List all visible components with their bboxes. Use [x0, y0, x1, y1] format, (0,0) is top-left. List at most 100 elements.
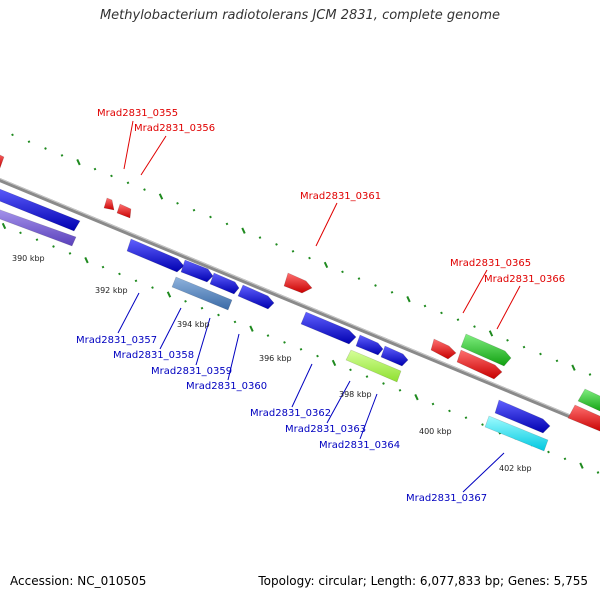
tick-label-390: 390 kbp	[12, 254, 45, 263]
gc-dot	[126, 181, 130, 185]
gc-dot	[241, 227, 246, 234]
topology-text: Topology: circular; Length: 6,077,833 bp…	[258, 574, 588, 588]
gc-dot	[283, 341, 286, 344]
gene-arrow-0362	[300, 311, 357, 345]
gc-dot	[341, 270, 344, 274]
gc-dot	[316, 354, 319, 358]
gene-arrow-0356	[116, 203, 132, 219]
leader-lines-bottom	[117, 292, 505, 493]
gc-dot	[76, 159, 81, 166]
gc-dot	[414, 394, 419, 401]
gene-arrow-0360	[237, 284, 275, 310]
gc-dot	[27, 140, 31, 144]
tick-label-392: 392 kbp	[95, 286, 128, 295]
gc-dot	[60, 154, 64, 157]
gc-track-upper	[11, 133, 592, 376]
gene-arrow-left-partial-red	[0, 154, 5, 169]
gc-dot	[382, 382, 385, 385]
scale-ticks: 390 kbp 392 kbp 394 kbp 396 kbp 398 kbp …	[12, 254, 532, 473]
genome-backbone	[0, 177, 600, 432]
gc-dot	[571, 364, 576, 371]
gc-dot	[143, 188, 146, 191]
gc-dot	[110, 174, 113, 178]
gc-dot	[473, 325, 476, 328]
gc-dot	[258, 236, 262, 239]
gc-dot	[596, 471, 600, 474]
gc-dot	[151, 286, 154, 289]
gc-dot	[84, 257, 89, 264]
gc-dot	[291, 249, 295, 253]
gc-dot	[331, 359, 337, 367]
gene-arrow-0358	[180, 259, 214, 283]
gc-dot	[1, 222, 7, 230]
gene-arrow-right-red	[567, 404, 600, 432]
gc-dot	[308, 256, 311, 260]
gc-dot	[323, 261, 329, 269]
gc-dot	[93, 167, 97, 171]
gene-arrow-0367	[484, 415, 549, 452]
gene-label-0358: Mrad2831_0358	[113, 350, 194, 361]
gc-dot	[118, 272, 121, 276]
gc-dot	[101, 265, 105, 269]
gene-label-0366: Mrad2831_0366	[484, 274, 565, 285]
tick-label-400: 400 kbp	[419, 427, 452, 436]
gene-label-0357: Mrad2831_0357	[76, 335, 157, 346]
gc-dot	[357, 277, 361, 280]
gene-features	[0, 154, 600, 452]
gc-dot	[406, 296, 411, 303]
gene-arrow-0359	[171, 276, 233, 311]
gc-dot	[522, 345, 526, 349]
tick-label-396: 396 kbp	[259, 354, 292, 363]
gene-label-0355: Mrad2831_0355	[97, 108, 178, 119]
gc-dot	[19, 231, 22, 235]
gene-arrow-0363b	[380, 345, 409, 367]
gc-dot	[233, 320, 237, 324]
gc-dot	[192, 208, 196, 212]
gc-dot	[423, 304, 427, 308]
gene-labels-top: Mrad2831_0355 Mrad2831_0356 Mrad2831_036…	[97, 108, 565, 285]
gene-arrow-left-partial-purple	[0, 209, 77, 247]
gc-dot	[209, 215, 212, 219]
gene-arrow-0367-blue	[494, 399, 551, 434]
gc-dot	[249, 325, 254, 332]
gc-dot	[579, 462, 584, 469]
gene-label-0359: Mrad2831_0359	[151, 366, 232, 377]
gene-arrow-0363	[355, 334, 384, 356]
gene-label-0361: Mrad2831_0361	[300, 191, 381, 202]
gene-arrow-0366	[456, 349, 503, 380]
gene-arrow-0358b	[209, 272, 240, 295]
gene-labels-bottom: Mrad2831_0357 Mrad2831_0358 Mrad2831_035…	[76, 335, 487, 504]
gc-dot	[44, 147, 47, 150]
gc-dot	[563, 457, 567, 461]
gc-dot	[184, 299, 187, 303]
genome-backbone-highlight	[0, 178, 600, 428]
gc-dot	[158, 193, 164, 200]
gene-arrow-left-partial-blue	[0, 188, 81, 232]
gene-arrow-0365-red	[430, 338, 457, 360]
gene-arrow-0365	[460, 333, 512, 367]
gene-label-0364: Mrad2831_0364	[319, 440, 400, 451]
tick-label-398: 398 kbp	[339, 390, 372, 399]
gc-dot	[539, 352, 542, 356]
gc-dot	[11, 133, 14, 137]
gene-label-0365: Mrad2831_0365	[450, 258, 531, 269]
gc-dot	[35, 238, 39, 242]
map-title: Methylobacterium radiotolerans JCM 2831,…	[99, 8, 501, 23]
gc-dot	[365, 375, 369, 378]
gene-arrow-0361	[283, 272, 313, 294]
gc-dot	[266, 334, 270, 337]
gene-arrow-0357	[126, 238, 185, 273]
gc-dot	[52, 245, 55, 248]
gc-dot	[299, 347, 303, 351]
gene-label-0360: Mrad2831_0360	[186, 381, 267, 392]
tick-label-402: 402 kbp	[499, 464, 532, 473]
gc-dot	[456, 318, 460, 322]
gene-arrow-right-green	[577, 388, 600, 412]
gc-dot	[555, 359, 559, 363]
gene-label-0367: Mrad2831_0367	[406, 493, 487, 504]
gene-label-0356: Mrad2831_0356	[134, 123, 215, 134]
gc-dot	[349, 368, 352, 372]
gc-dot	[68, 252, 72, 255]
gc-dot	[275, 243, 278, 246]
